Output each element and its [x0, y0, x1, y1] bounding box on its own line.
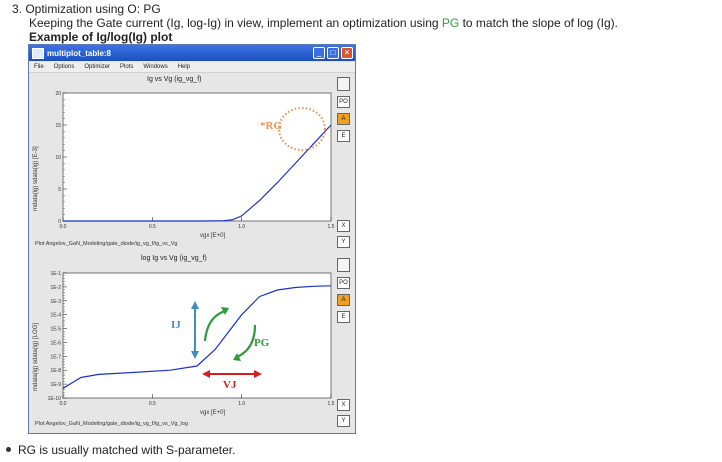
example-title: Example of Ig/log(Ig) plot	[29, 30, 173, 44]
y-tick-label: 10	[55, 155, 61, 161]
plot1-a-button[interactable]: A	[337, 113, 350, 125]
y-tick-label: 1E-6	[50, 340, 61, 346]
app-icon	[32, 47, 44, 59]
pg-arrowhead-bottom	[233, 353, 241, 361]
x-tick-label: 0.5	[149, 401, 156, 407]
x-tick-label: 1.5	[328, 401, 335, 407]
y-tick-label: 1E-2	[50, 285, 61, 291]
bullet-dot	[6, 447, 11, 452]
step-heading: 3. Optimization using O: PG	[12, 2, 161, 16]
plot1-y-button[interactable]: Y	[337, 236, 350, 248]
x-tick-label: 0.5	[149, 224, 156, 230]
minimize-icon[interactable]: _	[313, 47, 325, 59]
x-tick-label: 1.0	[238, 401, 245, 407]
vj-annotation: VJ	[223, 379, 237, 391]
y-tick-label: 1E-8	[50, 368, 61, 374]
plot1-e-button[interactable]: E	[337, 130, 350, 142]
plot-area	[62, 272, 332, 399]
x-tick-label: 0.0	[60, 401, 67, 407]
ij-annotation: IJ	[171, 319, 181, 331]
plot2-po-button[interactable]: PO	[337, 277, 350, 289]
instruction-post: to match the slope of log (Ig).	[462, 16, 618, 30]
window-title: multiplot_table:8	[47, 48, 112, 58]
rg-circle	[277, 106, 327, 152]
title-bar[interactable]: multiplot_table:8 _ □ ×	[29, 45, 355, 61]
y-tick-label: 1E-7	[50, 354, 61, 360]
instruction-pre: Keeping the Gate current (Ig, log-Ig) in…	[29, 16, 439, 30]
pg-annotation: PG	[254, 337, 270, 349]
vj-arrow-icon	[202, 370, 262, 378]
y-tick-label: 1E-4	[50, 313, 61, 319]
x-tick-label: 1.0	[238, 224, 245, 230]
plot2-a-button[interactable]: A	[337, 294, 350, 306]
series-line	[63, 124, 332, 222]
series-line	[62, 285, 332, 389]
menu-optimizer[interactable]: Optimizer	[84, 64, 111, 70]
instruction-pg: PG	[441, 16, 460, 30]
plot2-x-button[interactable]: X	[337, 399, 350, 411]
plot2-chart[interactable]: 1E-1 1E-2 1E-3 1E-4 1E-5 1E-6 1E-7 1E-8 1E-9 1E-1…	[45, 265, 335, 410]
plot1-po-button[interactable]: PO	[337, 96, 350, 108]
rg-annotation: *RG	[260, 120, 282, 132]
y-tick-label: 1E-10	[48, 396, 62, 402]
y-tick-label: 1E-9	[50, 382, 61, 388]
plot2-e-button[interactable]: E	[337, 311, 350, 323]
annotation-overlay	[191, 106, 327, 378]
plot1-layout-icon[interactable]	[337, 77, 350, 91]
menu-options[interactable]: Options	[53, 64, 75, 70]
y-tick-label: 15	[55, 123, 61, 129]
plot1-x-button[interactable]: X	[337, 220, 350, 232]
y-tick-label: 1E-1	[50, 271, 61, 277]
menu-bar: File Options Optimizer Plots Windows Hel…	[29, 62, 355, 73]
y-tick-label: 5	[58, 187, 61, 193]
instruction-text: Keeping the Gate current (Ig, log-Ig) in…	[29, 16, 618, 30]
x-tick-label: 1.5	[328, 224, 335, 230]
menu-help[interactable]: Help	[177, 64, 191, 70]
plot2-xlabel: vgx [E+0]	[200, 410, 226, 416]
x-tick-label: 0.0	[60, 224, 67, 230]
close-icon[interactable]: ×	[341, 47, 353, 59]
bullet-text: RG is usually matched with S-parameter.	[18, 443, 236, 457]
menu-windows[interactable]: Windows	[143, 64, 168, 70]
y-tick-label: 20	[55, 91, 61, 97]
menu-file[interactable]: File	[34, 64, 44, 70]
plot2-title: log Ig vs Vg (ig_vg_f)	[141, 255, 207, 262]
plot1-title: Ig vs Vg (ig_vg_f)	[147, 76, 202, 83]
plot1-path: Plot Angelov_GaN_Modeling/gate_diode/ig_…	[35, 241, 178, 247]
y-tick-label: 1E-3	[50, 299, 61, 305]
app-window: multiplot_table:8 _ □ × File Options Opt…	[28, 44, 356, 434]
y-tick-label: 1E-5	[50, 327, 61, 333]
plot2-path: Plot Angelov_GaN_Modeling/gate_diode/ig_…	[35, 421, 188, 427]
plot2-layout-icon[interactable]	[337, 258, 350, 272]
plot2-y-button[interactable]: Y	[337, 415, 350, 427]
maximize-icon[interactable]: □	[327, 47, 339, 59]
pg-arrowhead-top	[221, 307, 229, 315]
ij-arrow-icon	[191, 301, 199, 359]
y-tick-label: 0	[58, 219, 61, 225]
pg-arrows-icon	[203, 309, 257, 359]
menu-plots[interactable]: Plots	[120, 64, 134, 70]
plot1-xlabel: vgx [E+0]	[200, 233, 226, 239]
